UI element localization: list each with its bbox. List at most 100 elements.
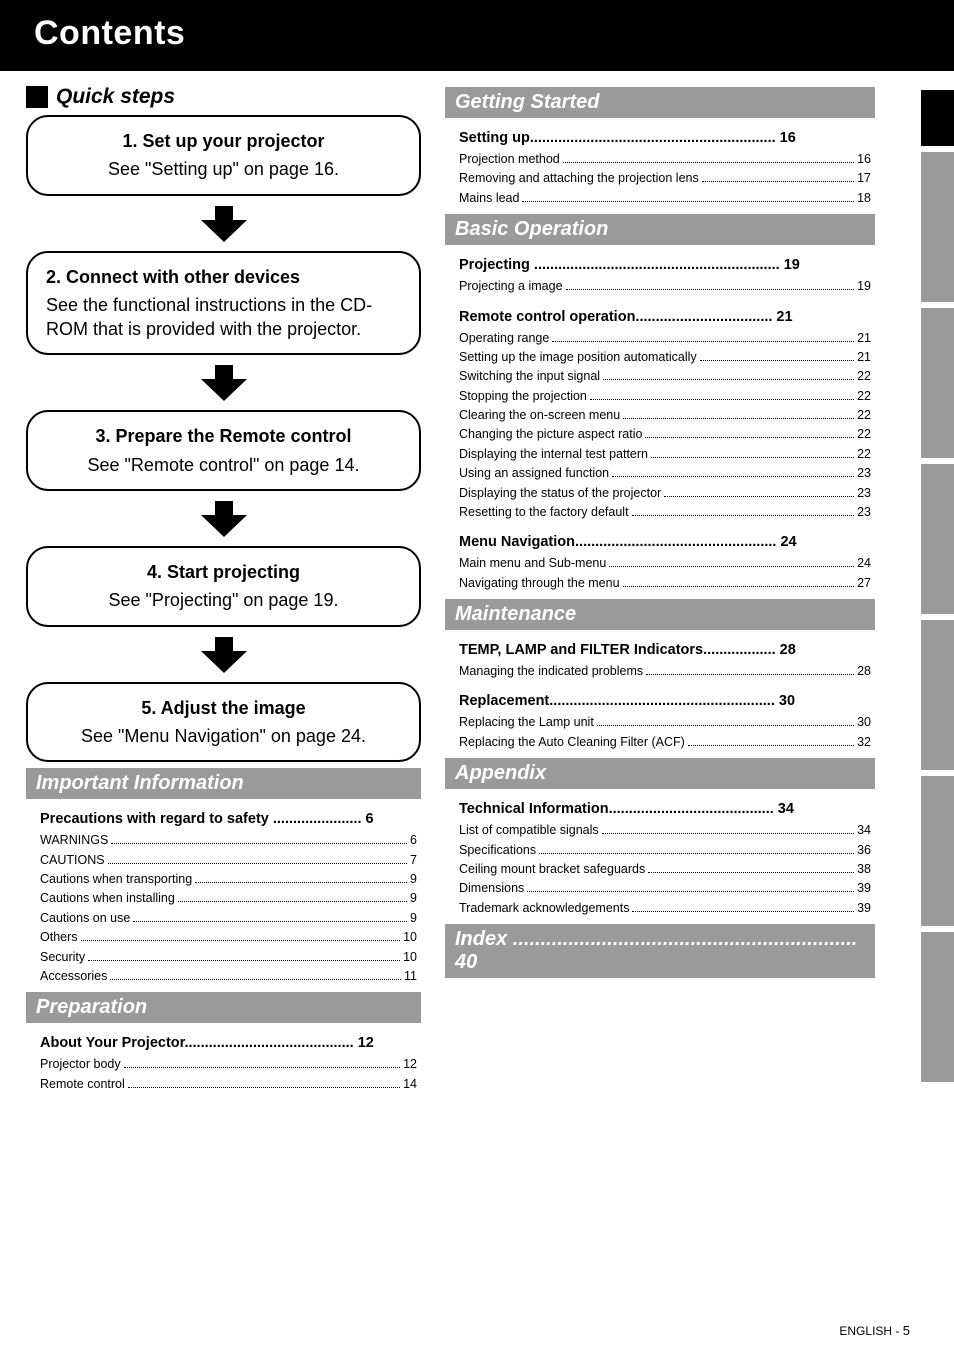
toc-page: 23 <box>857 464 871 483</box>
toc-entry: Trademark acknowledgements 39 <box>445 899 875 918</box>
flow-step-text: See "Menu Navigation" on page 24. <box>46 724 401 748</box>
toc-page: 21 <box>857 329 871 348</box>
toc-dots <box>552 331 854 342</box>
toc-page: 7 <box>410 851 417 870</box>
toc-dots <box>128 1077 400 1088</box>
toc-label: Projecting a image <box>459 277 563 296</box>
toc-entry: WARNINGS6 <box>26 831 421 850</box>
toc-dots <box>623 408 854 419</box>
toc-page: 17 <box>857 169 871 188</box>
toc-page: 12 <box>403 1055 417 1074</box>
toc-entry: Operating range 21 <box>445 329 875 348</box>
flow-step: 4. Start projecting See "Projecting" on p… <box>26 546 421 627</box>
toc-page: 32 <box>857 733 871 752</box>
toc-label: Operating range <box>459 329 549 348</box>
flow-step-number: 3. Prepare the Remote control <box>46 424 401 448</box>
flow-step-number: 2. Connect with other devices <box>46 265 401 289</box>
toc-dots <box>602 824 854 835</box>
toc-label: Clearing the on-screen menu <box>459 406 620 425</box>
flow-arrow-icon <box>26 637 421 676</box>
side-tab <box>921 152 954 302</box>
toc-entry: Security10 <box>26 948 421 967</box>
toc-dots <box>563 152 854 163</box>
toc-page: 21 <box>857 348 871 367</box>
toc-dots <box>539 843 854 854</box>
toc-dots <box>522 191 854 202</box>
toc-page: 27 <box>857 574 871 593</box>
toc-label: Main menu and Sub-menu <box>459 554 606 573</box>
flow-step-text: See "Remote control" on page 14. <box>46 453 401 477</box>
toc-entry: Navigating through the menu27 <box>445 574 875 593</box>
toc-label: Dimensions <box>459 879 524 898</box>
page-title: Contents <box>34 14 920 53</box>
toc-dots <box>124 1058 400 1069</box>
toc-label: Displaying the status of the projector <box>459 484 661 503</box>
toc-label: Removing and attaching the projection le… <box>459 169 699 188</box>
toc-label: Stopping the projection <box>459 387 587 406</box>
flow-step: 1. Set up your projector See "Setting up"… <box>26 115 421 196</box>
subheading: Menu Navigation.........................… <box>445 534 875 550</box>
toc-label: Changing the picture aspect ratio <box>459 425 642 444</box>
toc-dots <box>527 882 854 893</box>
toc-entry: Displaying the internal test pattern22 <box>445 445 875 464</box>
section-head: Getting Started <box>445 87 875 118</box>
toc-page: 11 <box>404 967 417 986</box>
toc-page: 23 <box>857 484 871 503</box>
toc-entry: Displaying the status of the projector 23 <box>445 484 875 503</box>
toc-entry: Accessories 11 <box>26 967 421 986</box>
toc-entry: Removing and attaching the projection le… <box>445 169 875 188</box>
toc-page: 22 <box>857 425 871 444</box>
toc-dots <box>664 486 854 497</box>
flow-step: 5. Adjust the imageSee "Menu Navigation"… <box>26 682 421 763</box>
section-head: Preparation <box>26 992 421 1023</box>
toc-entry: Cautions on use9 <box>26 909 421 928</box>
toc-entry: Stopping the projection22 <box>445 387 875 406</box>
toc-label: List of compatible signals <box>459 821 599 840</box>
toc-label: Cautions when transporting <box>40 870 192 889</box>
toc-label: Managing the indicated problems <box>459 662 643 681</box>
toc-entry: List of compatible signals 34 <box>445 821 875 840</box>
subheading: About Your Projector....................… <box>26 1035 421 1051</box>
toc-dots <box>651 447 854 458</box>
toc-page: 34 <box>857 821 871 840</box>
side-tab <box>921 464 954 614</box>
flow-step-number: 1. Set up your projector <box>46 129 401 153</box>
subheading: Setting up..............................… <box>445 130 875 146</box>
subheading: Technical Information...................… <box>445 801 875 817</box>
flow-step-text: See "Projecting" on page 19. <box>46 588 401 612</box>
toc-label: Trademark acknowledgements <box>459 899 629 918</box>
toc-dots <box>566 280 855 291</box>
toc-dots <box>646 664 854 675</box>
toc-entry: CAUTIONS7 <box>26 851 421 870</box>
toc-label: Using an assigned function <box>459 464 609 483</box>
right-column: Getting Started Setting up...............… <box>445 71 875 1094</box>
toc-dots <box>590 389 854 400</box>
subheading: Precautions with regard to safety ......… <box>26 811 421 827</box>
toc-label: Accessories <box>40 967 107 986</box>
toc-page: 39 <box>857 899 871 918</box>
toc-entry: Dimensions39 <box>445 879 875 898</box>
toc-entry: Others10 <box>26 928 421 947</box>
toc-entry: Main menu and Sub-menu 24 <box>445 554 875 573</box>
toc-entry: Resetting to the factory default23 <box>445 503 875 522</box>
toc-label: WARNINGS <box>40 831 108 850</box>
toc-page: 24 <box>857 554 871 573</box>
flow-step-number: 4. Start projecting <box>46 560 401 584</box>
quick-steps-flow: 1. Set up your projector See "Setting up"… <box>26 115 421 762</box>
toc-dots <box>609 557 854 568</box>
toc-page: 22 <box>857 445 871 464</box>
toc-label: Replacing the Lamp unit <box>459 713 594 732</box>
toc-page: 16 <box>857 150 871 169</box>
toc-page: 9 <box>410 889 417 908</box>
toc-entry: Clearing the on-screen menu22 <box>445 406 875 425</box>
toc-label: Switching the input signal <box>459 367 600 386</box>
toc-page: 22 <box>857 367 871 386</box>
flow-arrow-icon <box>26 501 421 540</box>
toc-dots <box>648 862 854 873</box>
flow-step-text: See "Setting up" on page 16. <box>46 157 401 181</box>
page-footer: ENGLISH - 5 <box>0 1323 918 1338</box>
toc-dots <box>632 901 854 912</box>
left-sections: Important InformationPrecautions with re… <box>26 768 421 1094</box>
toc-entry: Projection method16 <box>445 150 875 169</box>
toc-label: Security <box>40 948 85 967</box>
